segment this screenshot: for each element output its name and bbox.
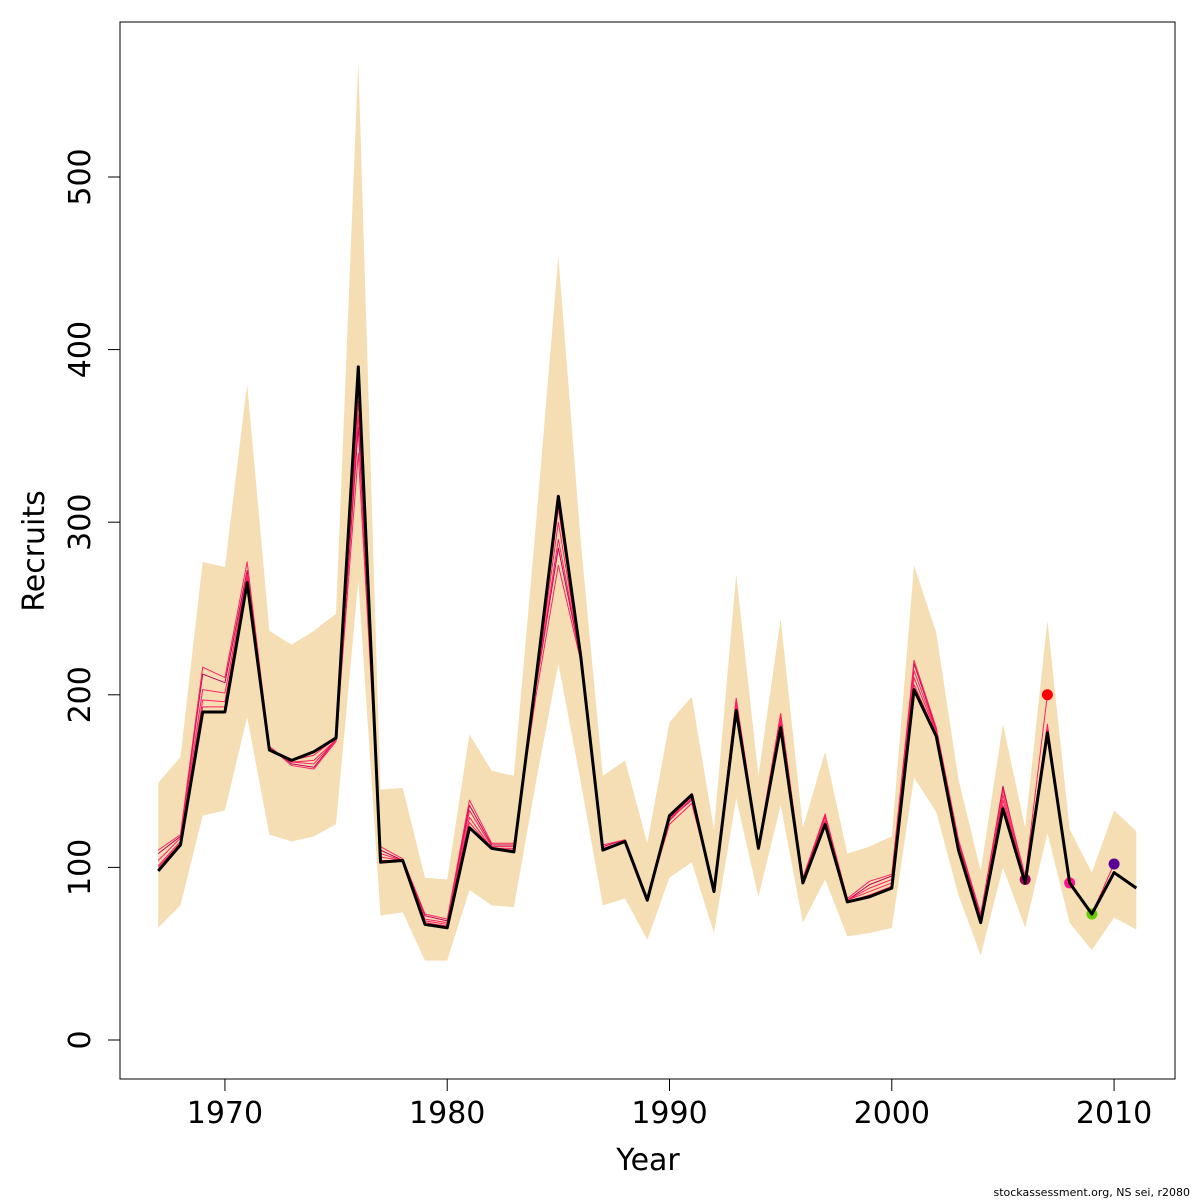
x-tick-label: 1990 [631,1096,707,1131]
x-tick-label: 1980 [409,1096,485,1131]
y-tick-label: 200 [63,666,98,723]
x-axis-label: Year [615,1143,680,1178]
retro-end-point [1041,689,1053,701]
x-tick-label: 2010 [1076,1096,1152,1131]
y-tick-label: 100 [63,839,98,896]
y-tick-label: 400 [63,321,98,378]
footnote: stockassessment.org, NS sei, r2080 [993,1186,1190,1199]
y-tick-label: 0 [63,1030,98,1049]
x-tick-label: 1970 [187,1096,263,1131]
y-tick-label: 500 [63,148,98,205]
retro-end-point [1108,858,1120,870]
x-tick-label: 2000 [854,1096,930,1131]
estimate-line [157,365,1138,930]
y-tick-label: 300 [63,494,98,551]
plot-frame [119,21,1176,1080]
y-axis-label: Recruits [17,490,52,612]
